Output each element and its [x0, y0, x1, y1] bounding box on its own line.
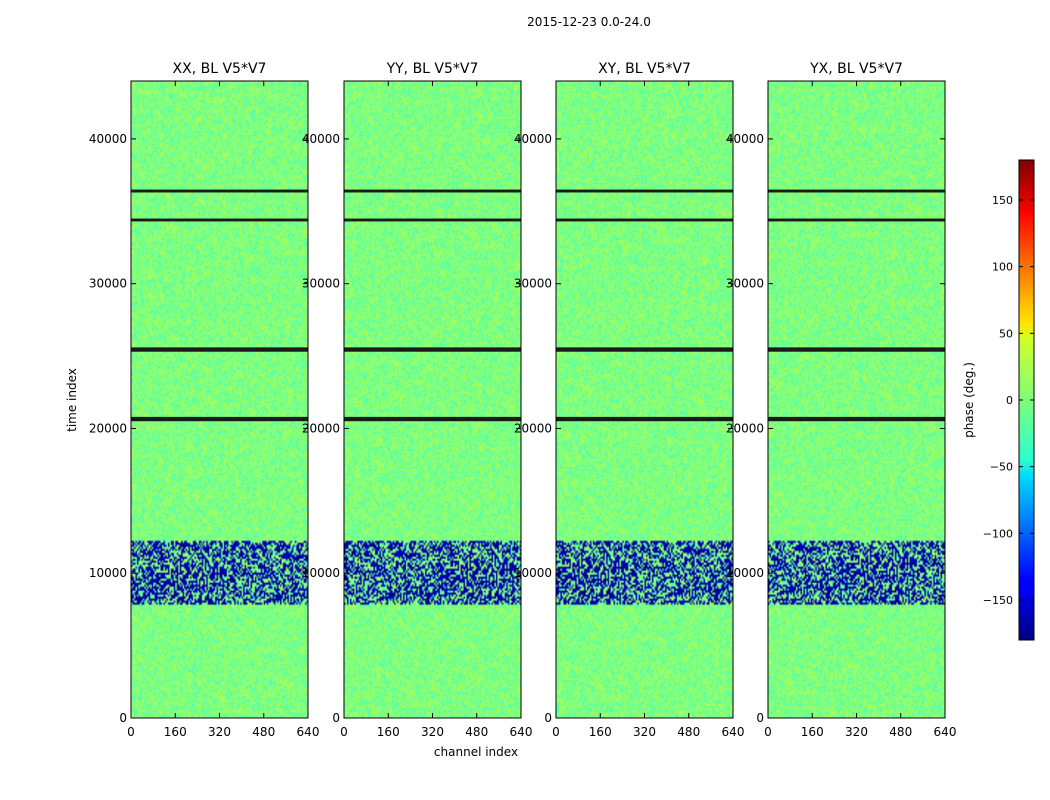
y-tick-label: 40000	[89, 132, 127, 146]
panel-title: XY, BL V5*V7	[598, 61, 691, 77]
y-tick-label: 20000	[726, 421, 764, 435]
panel-title: XX, BL V5*V7	[173, 61, 267, 77]
y-tick-label: 10000	[726, 566, 764, 580]
colorbar-tick-label: −100	[983, 527, 1013, 540]
colorbar-label: phase (deg.)	[962, 362, 976, 438]
y-tick-label: 40000	[514, 132, 552, 146]
y-tick-label: 40000	[726, 132, 764, 146]
colorbar-tick-label: −50	[990, 461, 1013, 474]
y-tick-label: 30000	[302, 277, 340, 291]
x-tick-label: 640	[934, 725, 957, 739]
y-tick-label: 10000	[514, 566, 552, 580]
x-tick-label: 160	[164, 725, 187, 739]
x-tick-label: 640	[510, 725, 533, 739]
panel-yy: YY, BL V5*V7 0 160 320 480 640 0 10000 20000 3000…	[302, 61, 533, 739]
x-tick-label: 160	[589, 725, 612, 739]
panel-xy: XY, BL V5*V7 0 160 320 480 640 0 10000 20000 3000…	[514, 61, 745, 739]
y-tick-label: 30000	[726, 277, 764, 291]
y-tick-label: 20000	[514, 421, 552, 435]
masked-band	[131, 416, 308, 422]
y-tick-label: 0	[119, 711, 127, 725]
heatmap-image	[768, 81, 945, 718]
x-tick-label: 320	[845, 725, 868, 739]
masked-band	[556, 416, 733, 422]
masked-band	[556, 189, 733, 193]
masked-band	[768, 416, 945, 422]
masked-band	[768, 189, 945, 193]
masked-band	[344, 218, 521, 222]
x-tick-label: 480	[465, 725, 488, 739]
masked-band	[556, 347, 733, 352]
masked-band	[768, 347, 945, 352]
y-tick-label: 10000	[89, 566, 127, 580]
x-tick-label: 160	[377, 725, 400, 739]
masked-band	[344, 189, 521, 193]
heatmap-panels: XX, BL V5*V7 0 160 320 480 640 0 10000 20000 3000…	[89, 61, 957, 739]
colorbar-tick-label: −150	[983, 594, 1013, 607]
figure-suptitle: 2015-12-23 0.0-24.0	[527, 15, 651, 29]
colorbar-tick-label: 150	[992, 194, 1013, 207]
x-tick-label: 320	[421, 725, 444, 739]
x-tick-label: 640	[722, 725, 745, 739]
y-tick-label: 30000	[514, 277, 552, 291]
colorbar-tick-label: 100	[992, 261, 1013, 274]
panel-title: YX, BL V5*V7	[809, 61, 903, 77]
y-tick-label: 40000	[302, 132, 340, 146]
panel-title: YY, BL V5*V7	[386, 61, 479, 77]
colorbar-tick-label: 0	[1006, 394, 1013, 407]
x-tick-label: 480	[252, 725, 275, 739]
x-tick-label: 320	[208, 725, 231, 739]
masked-band	[344, 347, 521, 352]
masked-band	[131, 189, 308, 193]
heatmap-image	[556, 81, 733, 718]
y-axis-label: time index	[65, 368, 79, 432]
x-tick-label: 320	[633, 725, 656, 739]
y-tick-label: 0	[332, 711, 340, 725]
x-tick-label: 0	[340, 725, 348, 739]
x-tick-label: 0	[127, 725, 135, 739]
masked-band	[768, 218, 945, 222]
y-tick-label: 20000	[302, 421, 340, 435]
colorbar-ticks: 150 100 50 0 −50 −100 −150	[983, 194, 1034, 607]
x-tick-label: 640	[297, 725, 320, 739]
y-tick-label: 10000	[302, 566, 340, 580]
y-tick-label: 20000	[89, 421, 127, 435]
x-tick-label: 480	[677, 725, 700, 739]
colorbar-tick-label: 50	[999, 327, 1013, 340]
x-tick-label: 0	[764, 725, 772, 739]
panel-xx: XX, BL V5*V7 0 160 320 480 640 0 10000 20000 3000…	[89, 61, 320, 739]
colorbar: 150 100 50 0 −50 −100 −150 phase (deg.)	[962, 159, 1035, 641]
y-tick-label: 0	[756, 711, 764, 725]
masked-band	[131, 347, 308, 352]
x-tick-label: 160	[801, 725, 824, 739]
x-tick-label: 480	[889, 725, 912, 739]
masked-band	[344, 416, 521, 422]
panel-yx: YX, BL V5*V7 0 160 320 480 640 0 10000 20000 3000…	[726, 61, 957, 739]
x-tick-label: 0	[552, 725, 560, 739]
y-tick-label: 30000	[89, 277, 127, 291]
x-axis-label: channel index	[434, 745, 518, 759]
heatmap-image	[131, 81, 308, 718]
masked-band	[556, 218, 733, 222]
y-tick-label: 0	[544, 711, 552, 725]
heatmap-image	[344, 81, 521, 718]
masked-band	[131, 218, 308, 222]
